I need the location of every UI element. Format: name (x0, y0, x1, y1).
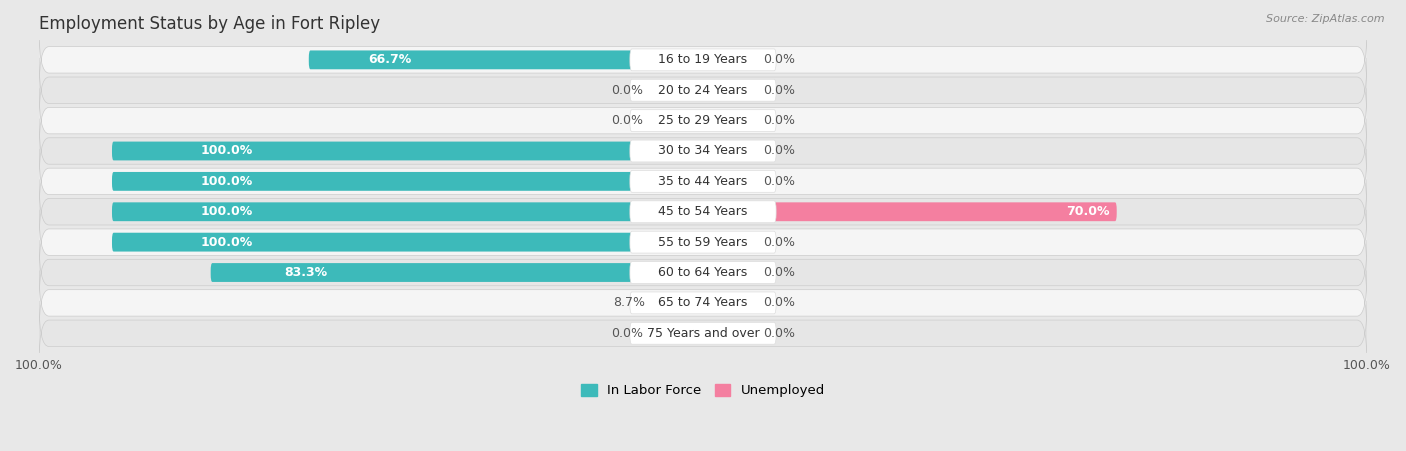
Text: 0.0%: 0.0% (763, 114, 794, 127)
Text: 0.0%: 0.0% (763, 296, 794, 309)
Text: 100.0%: 100.0% (201, 144, 253, 157)
FancyBboxPatch shape (39, 88, 1367, 153)
FancyBboxPatch shape (630, 49, 776, 71)
FancyBboxPatch shape (39, 301, 1367, 366)
Text: 66.7%: 66.7% (368, 53, 411, 66)
Text: 55 to 59 Years: 55 to 59 Years (658, 235, 748, 249)
Text: 0.0%: 0.0% (763, 84, 794, 97)
FancyBboxPatch shape (39, 210, 1367, 275)
FancyBboxPatch shape (630, 201, 776, 223)
FancyBboxPatch shape (650, 324, 703, 343)
FancyBboxPatch shape (703, 142, 756, 161)
Text: 0.0%: 0.0% (612, 327, 643, 340)
Text: Source: ZipAtlas.com: Source: ZipAtlas.com (1267, 14, 1385, 23)
FancyBboxPatch shape (703, 172, 756, 191)
Text: Employment Status by Age in Fort Ripley: Employment Status by Age in Fort Ripley (39, 15, 380, 33)
Legend: In Labor Force, Unemployed: In Labor Force, Unemployed (575, 379, 831, 403)
FancyBboxPatch shape (39, 149, 1367, 214)
FancyBboxPatch shape (703, 294, 756, 313)
FancyBboxPatch shape (39, 58, 1367, 123)
Text: 60 to 64 Years: 60 to 64 Years (658, 266, 748, 279)
FancyBboxPatch shape (703, 51, 756, 69)
Text: 16 to 19 Years: 16 to 19 Years (658, 53, 748, 66)
FancyBboxPatch shape (39, 119, 1367, 184)
FancyBboxPatch shape (211, 263, 703, 282)
Text: 0.0%: 0.0% (612, 114, 643, 127)
FancyBboxPatch shape (630, 170, 776, 192)
FancyBboxPatch shape (703, 233, 756, 252)
FancyBboxPatch shape (703, 111, 756, 130)
FancyBboxPatch shape (630, 79, 776, 101)
FancyBboxPatch shape (112, 142, 703, 161)
FancyBboxPatch shape (703, 202, 1116, 221)
FancyBboxPatch shape (650, 111, 703, 130)
FancyBboxPatch shape (650, 81, 703, 100)
Text: 0.0%: 0.0% (763, 327, 794, 340)
Text: 20 to 24 Years: 20 to 24 Years (658, 84, 748, 97)
Text: 0.0%: 0.0% (763, 235, 794, 249)
Text: 45 to 54 Years: 45 to 54 Years (658, 205, 748, 218)
Text: 0.0%: 0.0% (763, 266, 794, 279)
FancyBboxPatch shape (703, 81, 756, 100)
Text: 35 to 44 Years: 35 to 44 Years (658, 175, 748, 188)
Text: 0.0%: 0.0% (763, 144, 794, 157)
Text: 30 to 34 Years: 30 to 34 Years (658, 144, 748, 157)
FancyBboxPatch shape (630, 231, 776, 253)
FancyBboxPatch shape (630, 322, 776, 344)
FancyBboxPatch shape (309, 51, 703, 69)
FancyBboxPatch shape (630, 292, 776, 314)
FancyBboxPatch shape (39, 179, 1367, 244)
FancyBboxPatch shape (39, 240, 1367, 305)
Text: 8.7%: 8.7% (613, 296, 645, 309)
Text: 25 to 29 Years: 25 to 29 Years (658, 114, 748, 127)
Text: 100.0%: 100.0% (201, 235, 253, 249)
FancyBboxPatch shape (703, 263, 756, 282)
Text: 65 to 74 Years: 65 to 74 Years (658, 296, 748, 309)
FancyBboxPatch shape (39, 28, 1367, 92)
FancyBboxPatch shape (112, 202, 703, 221)
Text: 75 Years and over: 75 Years and over (647, 327, 759, 340)
Text: 70.0%: 70.0% (1067, 205, 1111, 218)
Text: 0.0%: 0.0% (763, 175, 794, 188)
FancyBboxPatch shape (39, 271, 1367, 335)
FancyBboxPatch shape (112, 233, 703, 252)
Text: 100.0%: 100.0% (201, 205, 253, 218)
Text: 100.0%: 100.0% (201, 175, 253, 188)
FancyBboxPatch shape (630, 262, 776, 284)
Text: 0.0%: 0.0% (612, 84, 643, 97)
Text: 0.0%: 0.0% (763, 53, 794, 66)
FancyBboxPatch shape (651, 294, 703, 313)
FancyBboxPatch shape (112, 172, 703, 191)
FancyBboxPatch shape (703, 324, 756, 343)
Text: 83.3%: 83.3% (284, 266, 328, 279)
FancyBboxPatch shape (630, 140, 776, 162)
FancyBboxPatch shape (630, 110, 776, 132)
